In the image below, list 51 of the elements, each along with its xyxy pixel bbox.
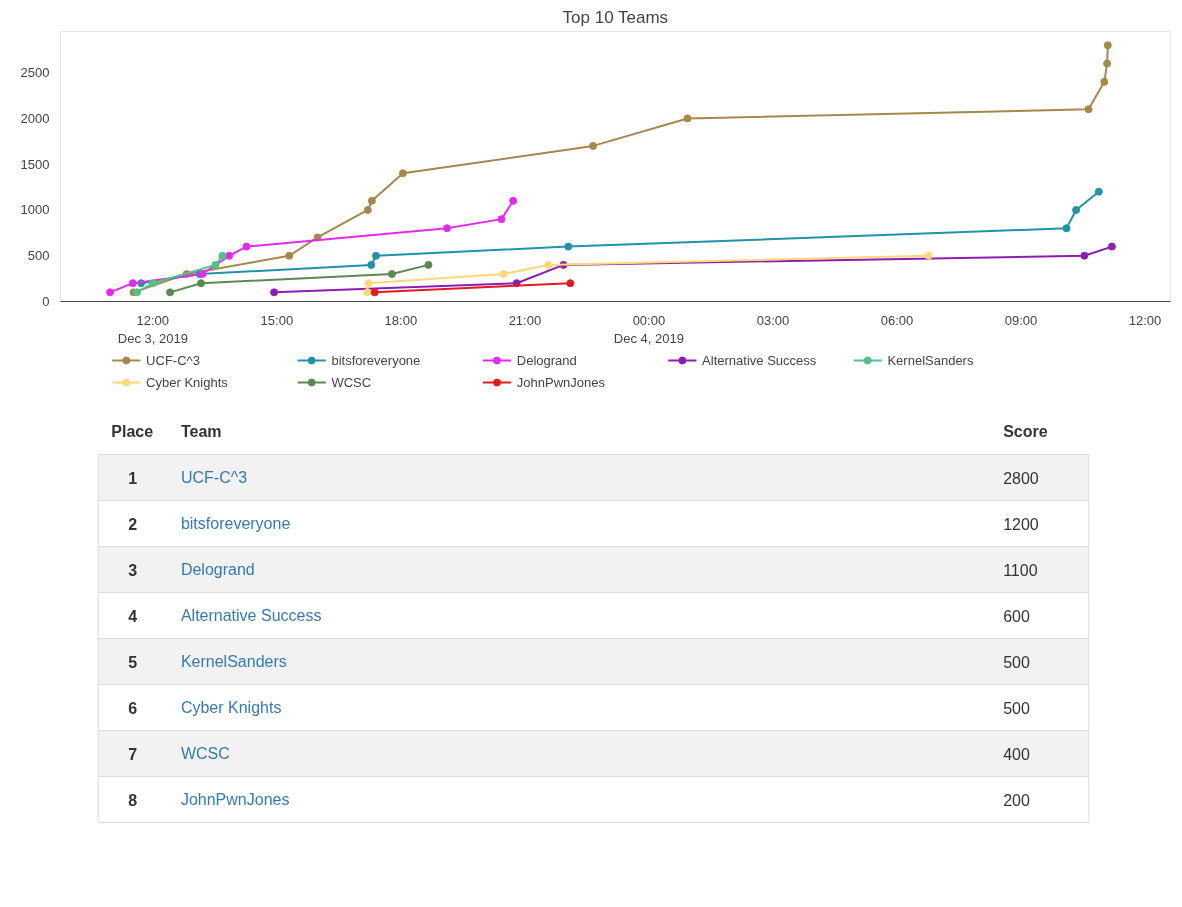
- text: 6: [128, 699, 138, 717]
- text: 500: [1003, 653, 1030, 671]
- legend-label: KernelSanders: [887, 353, 974, 368]
- legend-label: UCF-C^3: [146, 353, 200, 368]
- text: 3: [128, 561, 138, 579]
- x-tick-label: 21:00: [508, 312, 542, 328]
- y-tick-label: 2500: [20, 65, 50, 81]
- x-tick-label: 12:00: [1128, 312, 1162, 328]
- text: UCF-C^3: [180, 469, 248, 486]
- y-tick-label: 0: [42, 294, 50, 309]
- text: Delogrand: [180, 561, 255, 578]
- x-tick-label: 12:00 Dec 3, 2019: [117, 312, 188, 346]
- text: bitsforeveryone: [180, 515, 291, 532]
- text: 600: [1003, 607, 1030, 625]
- x-tick-label: 15:00: [260, 312, 294, 328]
- y-tick-label: 2000: [20, 110, 50, 126]
- x-tick-label: 18:00: [384, 312, 418, 328]
- text: 7: [128, 745, 138, 763]
- x-tick-label: 06:00: [880, 312, 914, 328]
- text: WCSC: [180, 745, 230, 762]
- text: 200: [1003, 791, 1030, 809]
- x-tick-label: 09:00: [1004, 312, 1038, 328]
- text: 2: [128, 515, 138, 533]
- text: 1200: [1003, 515, 1039, 533]
- text: Place: [111, 423, 154, 440]
- text: JohnPwnJones: [180, 791, 290, 808]
- x-tick-label: 03:00: [756, 312, 790, 328]
- text: Score: [1003, 423, 1048, 440]
- text: 400: [1003, 745, 1030, 763]
- text: 1100: [1003, 561, 1038, 579]
- text: 8: [128, 791, 138, 809]
- legend-label: Delogrand: [516, 353, 577, 368]
- legend-label: bitsforeveryone: [331, 353, 421, 368]
- text: 2800: [1003, 469, 1039, 487]
- legend-label: Alternative Success: [702, 353, 817, 368]
- text: 5: [128, 653, 138, 671]
- legend-label: WCSC: [331, 375, 372, 390]
- text: 1: [128, 469, 138, 487]
- legend-label: Cyber Knights: [146, 375, 229, 390]
- legend-label: JohnPwnJones: [516, 375, 606, 390]
- text: 500: [1003, 699, 1030, 717]
- text: KernelSanders: [180, 653, 287, 670]
- chart-title: Top 10 Teams: [562, 7, 669, 27]
- y-tick-label: 1000: [20, 202, 50, 218]
- y-tick-label: 1500: [20, 156, 50, 172]
- y-tick-label: 500: [27, 248, 50, 264]
- text: Team: [180, 423, 222, 440]
- text: 4: [128, 607, 138, 625]
- text: Alternative Success: [180, 607, 322, 624]
- text: Cyber Knights: [180, 699, 282, 716]
- x-tick-label: 00:00 Dec 4, 2019: [613, 312, 684, 346]
